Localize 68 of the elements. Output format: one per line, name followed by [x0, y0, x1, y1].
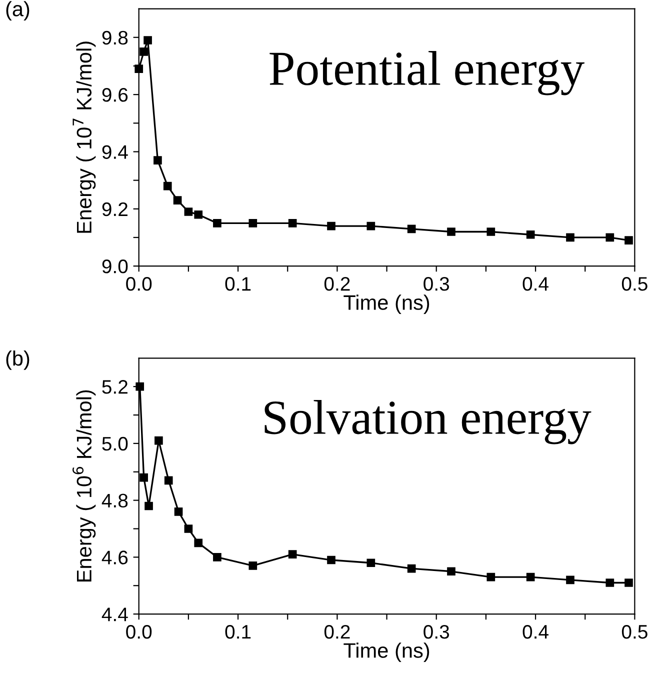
- point: [407, 224, 416, 234]
- point: [447, 228, 456, 236]
- point: [144, 36, 152, 44]
- y-tick-label: 9.4: [102, 145, 128, 159]
- point: [194, 210, 203, 219]
- y-tick-label: 4.4: [102, 608, 128, 622]
- point: [173, 196, 182, 204]
- point: [624, 236, 633, 244]
- annotation: Potential energy: [270, 51, 584, 96]
- point: [248, 562, 258, 570]
- chart-title: (b): [6, 350, 30, 370]
- point: [154, 436, 163, 445]
- x-tick-label: 0.1: [225, 624, 251, 639]
- point: [248, 219, 258, 228]
- x-tick-label: 0.4: [522, 276, 548, 291]
- x-tick-label: 0.0: [126, 624, 152, 639]
- point: [566, 576, 574, 584]
- y-tick-label: 4.8: [102, 494, 128, 508]
- point: [366, 558, 376, 568]
- y-tick-label: 5.2: [102, 380, 128, 394]
- point: [624, 578, 633, 587]
- x-tick-label: 0.5: [622, 276, 648, 291]
- point: [566, 233, 574, 242]
- point: [327, 222, 336, 230]
- x-axis-title: Time (ns): [344, 294, 430, 314]
- point: [184, 524, 193, 533]
- y-tick-label: 9.2: [102, 202, 128, 216]
- annotation: Solvation energy: [264, 400, 592, 444]
- point: [606, 578, 614, 587]
- point: [144, 502, 153, 510]
- x-tick-label: 0.4: [522, 624, 548, 639]
- chart-title: (a): [6, 1, 30, 20]
- point: [486, 572, 496, 582]
- point: [163, 182, 172, 190]
- point: [606, 233, 614, 242]
- y-axis-title: Energy ( 10$^{7}$ KJ/mol): [72, 42, 96, 233]
- x-tick-label: 0.0: [126, 276, 152, 291]
- point: [447, 567, 456, 576]
- y-tick-label: 5.0: [102, 436, 128, 451]
- point: [288, 550, 297, 558]
- y-tick-label: 9.6: [102, 88, 128, 102]
- point: [526, 230, 535, 239]
- x-tick-label: 0.2: [324, 276, 350, 291]
- point: [174, 508, 183, 516]
- x-tick-label: 0.5: [622, 624, 648, 639]
- y-tick-label: 9.8: [102, 30, 128, 45]
- y-tick-label: 9.0: [102, 260, 128, 274]
- point: [213, 219, 222, 228]
- x-tick-label: 0.2: [324, 624, 350, 639]
- point: [140, 48, 148, 56]
- y-tick-label: 4.6: [102, 550, 128, 564]
- x-tick-label: 0.1: [225, 276, 251, 291]
- point: [213, 553, 222, 562]
- point: [407, 564, 416, 573]
- point: [194, 538, 203, 548]
- point: [526, 572, 535, 582]
- point: [366, 222, 376, 230]
- x-axis-title: Time (ns): [344, 642, 430, 662]
- point: [164, 476, 173, 485]
- x-tick-label: 0.3: [424, 276, 450, 291]
- point: [154, 156, 162, 164]
- point: [140, 473, 148, 482]
- x-tick-label: 0.3: [424, 624, 450, 639]
- point: [184, 208, 193, 216]
- point: [288, 219, 297, 228]
- point: [327, 556, 336, 564]
- point: [486, 228, 496, 236]
- y-axis-title: Energy ( 10$^{6}$ KJ/mol): [72, 390, 96, 582]
